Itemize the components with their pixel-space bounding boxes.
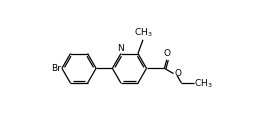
Text: N: N <box>117 44 124 53</box>
Text: O: O <box>163 49 170 58</box>
Text: Br: Br <box>51 64 60 73</box>
Text: CH$_3$: CH$_3$ <box>194 77 213 90</box>
Text: CH$_3$: CH$_3$ <box>134 26 152 39</box>
Text: O: O <box>174 69 181 78</box>
